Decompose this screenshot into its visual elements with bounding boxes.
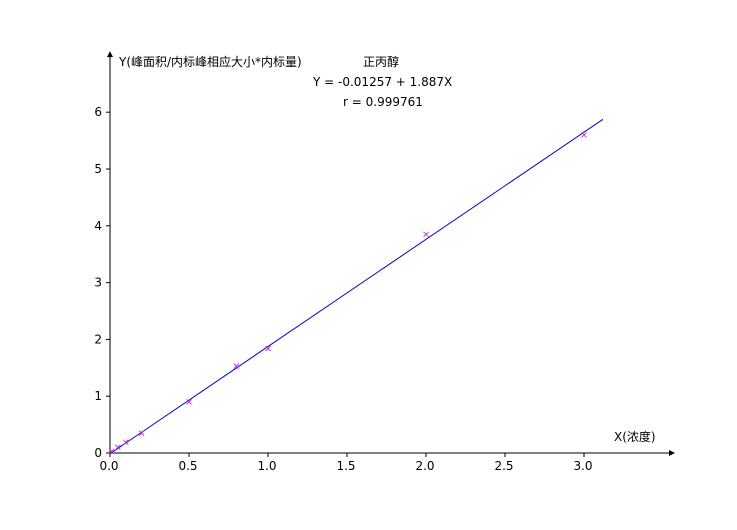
x-tick-label: 1.5 [336,459,355,473]
data-point [108,448,115,455]
correlation-coefficient: r = 0.999761 [343,95,423,109]
data-point [122,439,129,446]
y-axis-arrow [107,51,113,58]
x-tick-label: 2.0 [415,459,434,473]
x-tick-label: 2.5 [494,459,513,473]
regression-equation: Y = -0.01257 + 1.887X [312,75,452,89]
data-point [423,231,429,238]
y-tick-label: 4 [94,219,102,233]
x-tick-label: 0.5 [178,459,197,473]
y-axis-label: Y(峰面积/内标峰相应大小*内标量) [118,54,302,69]
data-point [186,399,192,405]
data-point [581,132,587,138]
y-tick-label: 0 [94,446,102,460]
data-point [138,430,145,436]
fit-line-group [109,118,604,455]
chart-title: 正丙醇 [363,54,399,69]
ticks: 0.0 0.5 1.0 1.5 2.0 2.5 3.0 0 1 2 3 4 5 6 [94,105,592,473]
data-points [108,132,587,455]
x-axis-label: X(浓度) [614,429,656,444]
y-tick-label: 6 [94,105,102,119]
y-tick-label: 2 [94,332,102,346]
data-point [265,345,271,352]
data-point [115,444,121,451]
x-axis-arrow [669,450,675,456]
data-point [233,363,240,369]
y-tick-label: 1 [94,389,102,403]
x-tick-label: 3.0 [573,459,592,473]
fit-line [109,118,604,455]
x-tick-label: 1.0 [257,459,276,473]
y-tick-label: 3 [94,276,102,290]
x-tick-label: 0.0 [99,459,118,473]
axes [107,51,675,456]
y-tick-label: 5 [94,162,102,176]
